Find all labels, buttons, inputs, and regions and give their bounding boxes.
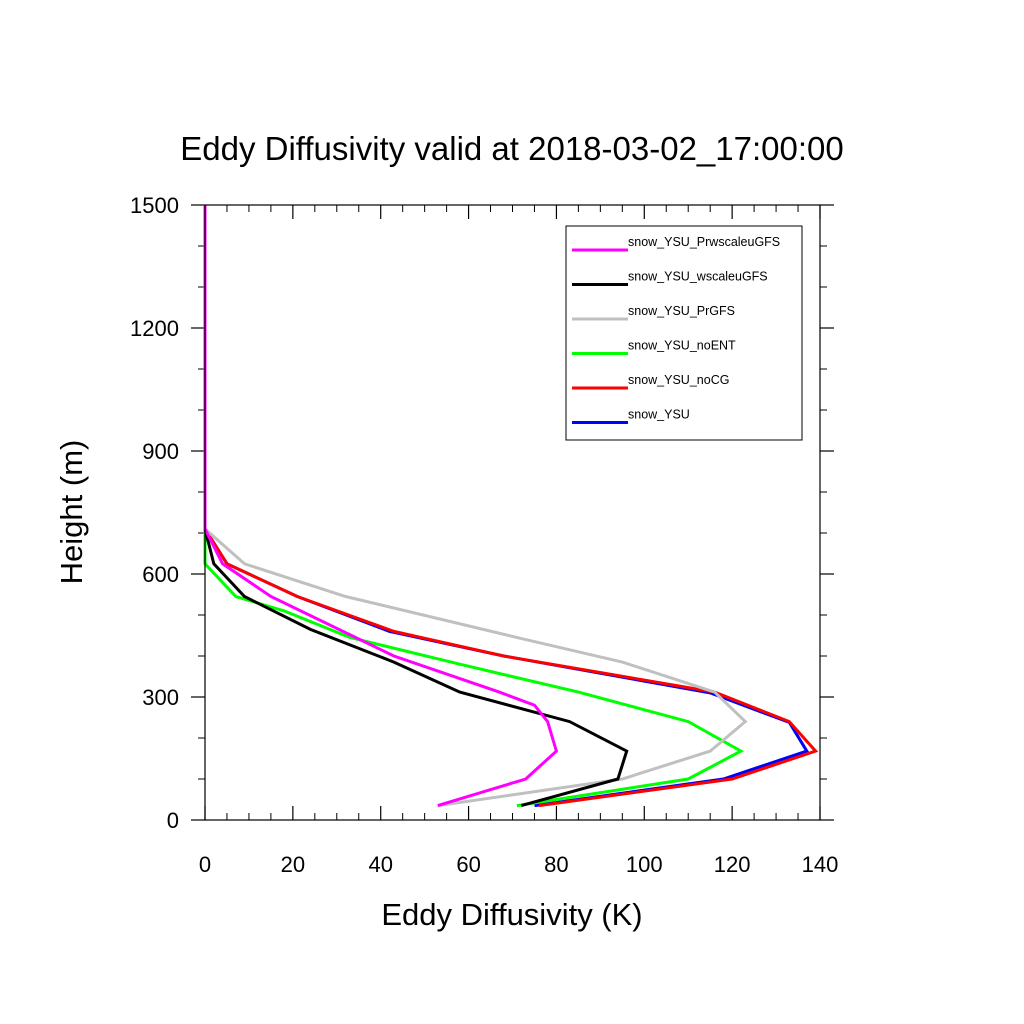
series-line-snow_YSU_PrwscaleuGFS [203, 205, 559, 808]
x-tick-label: 60 [456, 852, 480, 877]
legend-label: snow_YSU_wscaleuGFS [628, 270, 768, 284]
x-tick-label: 0 [199, 852, 211, 877]
x-tick-label: 100 [626, 852, 663, 877]
y-tick-label: 1200 [130, 316, 179, 341]
plot-frame [204, 204, 821, 821]
chart-title: Eddy Diffusivity valid at 2018-03-02_17:… [180, 130, 843, 167]
x-tick-label: 20 [281, 852, 305, 877]
legend-label: snow_YSU [628, 408, 690, 422]
legend-label: snow_YSU_noCG [628, 373, 729, 387]
x-tick-label: 80 [544, 852, 568, 877]
legend-box [565, 225, 803, 441]
series-lines [203, 205, 819, 808]
y-tick-label: 900 [142, 439, 179, 464]
y-axis-label: Height (m) [54, 440, 89, 585]
x-tick-label: 120 [714, 852, 751, 877]
x-tick-label: 40 [368, 852, 392, 877]
legend-label: snow_YSU_PrGFS [628, 304, 735, 318]
axis-ticks: 0 20 40 60 80 100 120 140 0 300 600 900 1200 1500 [130, 193, 838, 877]
y-tick-label: 600 [142, 562, 179, 587]
legend-label: snow_YSU_noENT [628, 339, 736, 353]
legend-label: snow_YSU_PrwscaleuGFS [628, 235, 780, 249]
y-tick-label: 300 [142, 685, 179, 710]
y-tick-label: 1500 [130, 193, 179, 218]
y-tick-label: 0 [167, 808, 179, 833]
legend: snow_YSU_PrwscaleuGFS snow_YSU_wscaleuGFS… [565, 225, 803, 441]
x-tick-label: 140 [802, 852, 839, 877]
series-line-snow_YSU_wscaleuGFS [203, 205, 629, 808]
x-axis-label: Eddy Diffusivity (K) [381, 897, 642, 932]
